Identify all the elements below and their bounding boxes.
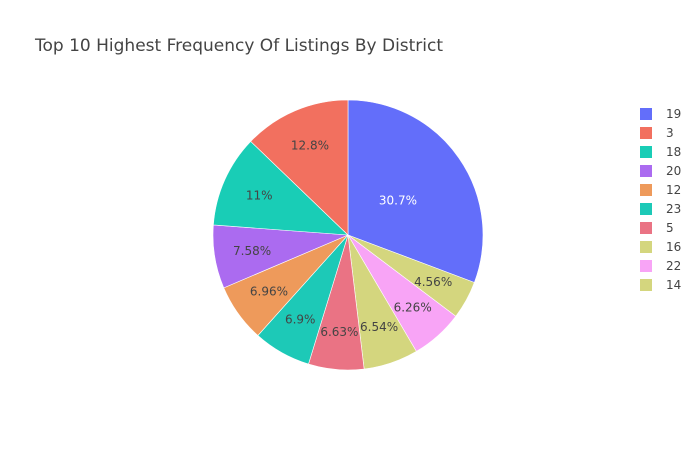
legend-swatch-20 [640,165,652,177]
legend-swatch-16 [640,241,652,253]
legend-swatch-22 [640,260,652,272]
legend-swatch-3 [640,127,652,139]
legend-label-18: 18 [666,145,681,159]
legend-item-22[interactable]: 22 [640,259,681,273]
legend-label-23: 23 [666,202,681,216]
legend: 19 3 18 20 12 23 5 16 22 14 [640,107,681,292]
legend-swatch-14 [640,279,652,291]
slice-label-20: 7.58% [233,244,271,258]
legend-label-3: 3 [666,126,674,140]
slice-label-5: 6.63% [320,325,358,339]
legend-item-16[interactable]: 16 [640,240,681,254]
legend-item-18[interactable]: 18 [640,145,681,159]
legend-label-5: 5 [666,221,674,235]
pie-labels: 30.7% 4.56% 6.26% 6.54%6.63% 6.9% 6.96% 7.58% 1… [233,139,452,339]
slice-label-3: 12.8% [291,139,329,153]
legend-swatch-23 [640,203,652,215]
pie-slice-3[interactable] [250,99,349,236]
slice-label-18: 11% [246,188,273,202]
slice-label-19: 30.7% [379,193,417,207]
legend-swatch-12 [640,184,652,196]
slice-label-14: 4.56% [414,275,452,289]
legend-item-5[interactable]: 5 [640,221,674,235]
legend-swatch-18 [640,146,652,158]
legend-label-22: 22 [666,259,681,273]
legend-label-12: 12 [666,183,681,197]
pie-slice-18[interactable] [213,140,349,236]
legend-item-3[interactable]: 3 [640,126,674,140]
legend-label-19: 19 [666,107,681,121]
legend-label-16: 16 [666,240,681,254]
legend-item-20[interactable]: 20 [640,164,681,178]
slice-label-23: 6.9% [285,313,316,327]
legend-item-23[interactable]: 23 [640,202,681,216]
pie-slice-19[interactable] [347,99,484,283]
legend-swatch-5 [640,222,652,234]
legend-label-20: 20 [666,164,681,178]
legend-item-12[interactable]: 12 [640,183,681,197]
slice-label-22: 6.26% [394,301,432,315]
legend-swatch-19 [640,108,652,120]
legend-item-14[interactable]: 14 [640,278,681,292]
legend-label-14: 14 [666,278,681,292]
chart-title: Top 10 Highest Frequency Of Listings By … [34,36,443,56]
slice-label-12: 6.96% [250,285,288,299]
legend-item-19[interactable]: 19 [640,107,681,121]
pie-slices [212,99,484,371]
slice-label-16: 6.54% [360,320,398,334]
